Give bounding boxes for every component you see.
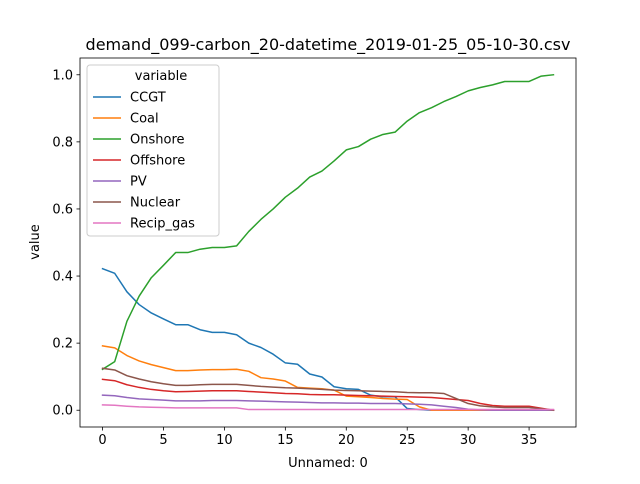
x-tick-label: 15 [277,433,294,448]
x-tick-label: 0 [98,433,106,448]
axes: 0 5 10 15 20 25 30 35 0.0 0.2 0.4 0.6 0.8 1.0 [52,57,577,448]
series-line-nuclear [101,367,555,412]
series-line-offshore [101,378,555,412]
axes-frame [79,57,577,428]
x-tick-label: 20 [338,433,355,448]
y-tick-label: 0.2 [52,337,73,352]
x-tick-label: 30 [460,433,477,448]
x-axis-label: Unnamed: 0 [288,456,368,471]
series-line-onshore [101,73,555,371]
x-tick-label: 5 [159,433,167,448]
series-line-recip-gas [101,404,555,411]
legend-title: variable [135,69,187,84]
y-tick-label: 0.6 [52,202,73,217]
x-tick-label: 25 [399,433,416,448]
y-axis-label: value [28,224,43,260]
legend-label: Onshore [130,133,185,148]
chart-title: demand_099-carbon_20-datetime_2019-01-25… [86,35,571,55]
legend-label: Nuclear [130,196,181,211]
y-tick-label: 0.4 [52,270,73,285]
y-tick-label: 0.8 [52,135,73,150]
y-tick-label: 0.0 [52,404,73,419]
legend-label: CCGT [130,91,166,106]
legend-label: PV [130,175,147,190]
legend-label: Recip_gas [130,217,195,232]
legend-label: Offshore [130,154,185,169]
x-tick-label: 35 [521,433,538,448]
legend-box [86,64,220,237]
legend-label: Coal [130,112,159,127]
legend: variable CCGT Coal Onshore Offshore PV Nuclear… [86,64,220,237]
plot-area [101,73,555,412]
x-tick-label: 10 [216,433,233,448]
y-tick-label: 1.0 [52,68,73,83]
